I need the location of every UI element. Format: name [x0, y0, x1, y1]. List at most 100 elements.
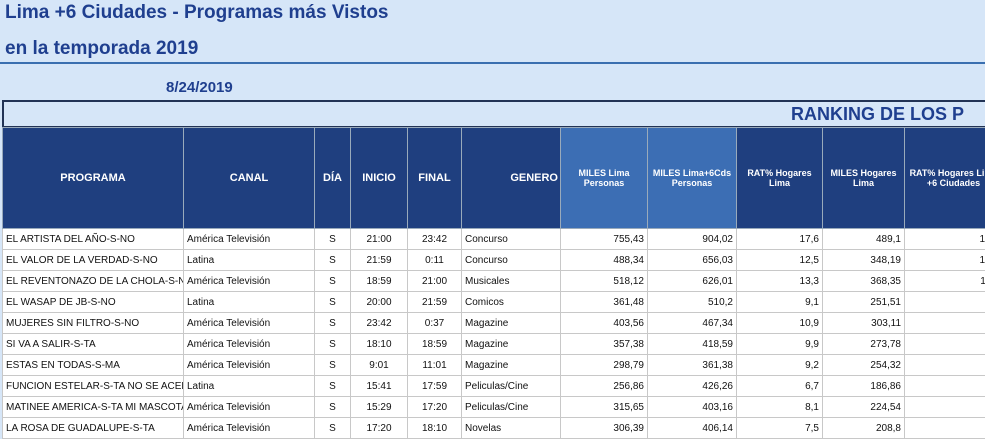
- cell: 18:10: [408, 418, 462, 439]
- column-header: GENERO: [462, 128, 561, 229]
- cell: 426,26: [648, 376, 737, 397]
- date: 8/24/2019: [166, 79, 233, 96]
- column-header: INICIO: [351, 128, 408, 229]
- cell: 518,12: [561, 271, 648, 292]
- cell: 9,9: [737, 334, 823, 355]
- cell: 8,1: [737, 397, 823, 418]
- cell: 256,86: [561, 376, 648, 397]
- cell: 254,32: [823, 355, 905, 376]
- column-header: RAT% Hogares Lima +6 Ciudades: [905, 128, 985, 229]
- cell: 303,11: [823, 313, 905, 334]
- cell: América Televisión: [184, 418, 315, 439]
- cell: SI VA A SALIR-S-TA: [3, 334, 184, 355]
- cell: 8: [905, 355, 985, 376]
- cell: 357,38: [561, 334, 648, 355]
- cell: EL VALOR DE LA VERDAD-S-NO: [3, 250, 184, 271]
- cell: S: [315, 418, 351, 439]
- cell: 17:20: [408, 397, 462, 418]
- cell: 18:10: [351, 334, 408, 355]
- cell: 467,34: [648, 313, 737, 334]
- cell: 12,5: [737, 250, 823, 271]
- cell: Concurso: [462, 229, 561, 250]
- cell: 306,39: [561, 418, 648, 439]
- cell: 418,59: [648, 334, 737, 355]
- cell: América Televisión: [184, 334, 315, 355]
- cell: 489,1: [823, 229, 905, 250]
- column-header: CANAL: [184, 128, 315, 229]
- cell: Latina: [184, 376, 315, 397]
- cell: 6,7: [737, 376, 823, 397]
- cell: América Televisión: [184, 229, 315, 250]
- column-header: PROGRAMA: [3, 128, 184, 229]
- cell: 23:42: [408, 229, 462, 250]
- cell: 18:59: [351, 271, 408, 292]
- cell: 17:20: [351, 418, 408, 439]
- cell: EL ARTISTA DEL AÑO-S-NO: [3, 229, 184, 250]
- cell: ESTAS EN TODAS-S-MA: [3, 355, 184, 376]
- column-header: DÍA: [315, 128, 351, 229]
- cell: 510,2: [648, 292, 737, 313]
- cell: 904,02: [648, 229, 737, 250]
- cell: 208,8: [823, 418, 905, 439]
- cell: 18:59: [408, 334, 462, 355]
- cell: 21:59: [408, 292, 462, 313]
- cell: 23:42: [351, 313, 408, 334]
- cell: Latina: [184, 292, 315, 313]
- cell: 0:11: [408, 250, 462, 271]
- cell: S: [315, 229, 351, 250]
- cell: 7,2: [905, 418, 985, 439]
- column-header: MILES Lima+6Cds Personas: [648, 128, 737, 229]
- cell: Comicos: [462, 292, 561, 313]
- table-row: MATINEE AMERICA-S-TA MI MASCOTA ESAméric…: [3, 397, 985, 418]
- cell: EL WASAP DE JB-S-NO: [3, 292, 184, 313]
- cell: S: [315, 313, 351, 334]
- cell: 0:37: [408, 313, 462, 334]
- cell: 15:41: [351, 376, 408, 397]
- column-header: FINAL: [408, 128, 462, 229]
- cell: 361,38: [648, 355, 737, 376]
- cell: S: [315, 250, 351, 271]
- cell: Latina: [184, 250, 315, 271]
- cell: 21:00: [408, 271, 462, 292]
- cell: LA ROSA DE GUADALUPE-S-TA: [3, 418, 184, 439]
- cell: 13,3: [737, 271, 823, 292]
- cell: 403,56: [561, 313, 648, 334]
- cell: S: [315, 334, 351, 355]
- cell: Peliculas/Cine: [462, 397, 561, 418]
- column-header: MILES Lima Personas: [561, 128, 648, 229]
- cell: 9,1: [737, 292, 823, 313]
- cell: 755,43: [561, 229, 648, 250]
- cell: 251,51: [823, 292, 905, 313]
- cell: Musicales: [462, 271, 561, 292]
- cell: 17,6: [737, 229, 823, 250]
- cell: 7,5: [737, 418, 823, 439]
- cell: 20:00: [351, 292, 408, 313]
- cell: 7,6: [905, 376, 985, 397]
- cell: 488,34: [561, 250, 648, 271]
- cell: 15:29: [351, 397, 408, 418]
- cell: 298,79: [561, 355, 648, 376]
- cell: 17:59: [408, 376, 462, 397]
- cell: 361,48: [561, 292, 648, 313]
- cell: Novelas: [462, 418, 561, 439]
- banner: RANKING DE LOS P: [2, 100, 985, 128]
- cell: 403,16: [648, 397, 737, 418]
- cell: 9:01: [351, 355, 408, 376]
- cell: 186,86: [823, 376, 905, 397]
- cell: 7,5: [905, 397, 985, 418]
- cell: FUNCION ESTELAR-S-TA NO SE ACEPTAN S: [3, 376, 184, 397]
- cell: América Televisión: [184, 313, 315, 334]
- cell: S: [315, 271, 351, 292]
- cell: MATINEE AMERICA-S-TA MI MASCOTA ES: [3, 397, 184, 418]
- cell: América Televisión: [184, 397, 315, 418]
- cell: 21:00: [351, 229, 408, 250]
- cell: 224,54: [823, 397, 905, 418]
